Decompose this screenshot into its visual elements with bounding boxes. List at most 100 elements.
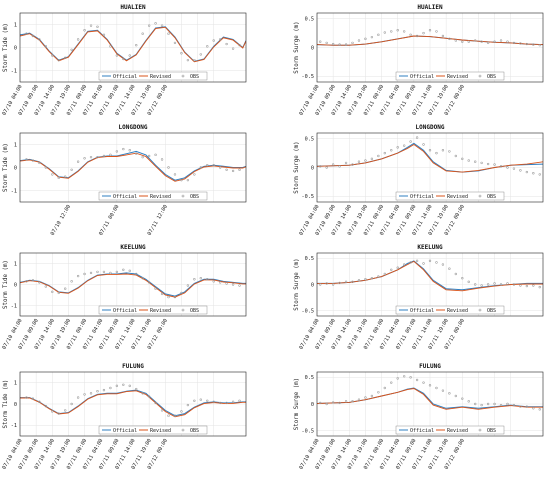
panel-7-series-obs-point: [89, 392, 93, 395]
panel-3-series-obs-point: [206, 164, 209, 167]
panel-8-series-obs-point: [474, 402, 477, 406]
panel-5-series-obs-point: [186, 284, 190, 287]
panel-3-series-obs-point: [57, 176, 60, 180]
panel-6-series-obs-point: [390, 268, 393, 271]
panel-6-series-obs-point: [351, 280, 354, 284]
panel-8-series-obs-point: [454, 394, 458, 398]
panel-2-series-obs-point: [402, 30, 406, 33]
panel-4-series-obs-point: [461, 157, 464, 161]
panel-8-series-obs: [319, 375, 541, 411]
panel-2-series-obs-point: [370, 35, 374, 39]
panel-8-series-obs-point: [383, 386, 386, 390]
panel-6-series-obs-point: [519, 284, 522, 287]
panel-2-legend-obs-swatch: [478, 74, 482, 78]
panel-2-ylabel: Storm Surge (m): [294, 21, 300, 73]
panel-7-series-obs-point: [25, 396, 28, 399]
panel-4-series-obs-point: [448, 150, 451, 153]
panel-4-series-obs-point: [357, 160, 361, 163]
panel-2-series-obs-point: [351, 41, 354, 45]
panel-2-series-obs-point: [331, 42, 335, 46]
panel-6-legend-box: [395, 305, 505, 315]
panel-5-series-obs-point: [96, 270, 99, 274]
panel-4-series-obs-point: [506, 166, 509, 169]
panel-5-series-obs-point: [154, 287, 157, 290]
panel-7-series-obs-point: [167, 414, 170, 417]
panel-3-series-obs: [25, 147, 241, 182]
panel-8-title: FULUNG: [419, 363, 441, 370]
panel-6-series-obs-point: [454, 272, 458, 276]
panel-8-series-obs-point: [396, 377, 399, 380]
panel-1-series-obs-point: [160, 24, 164, 27]
panel-1-ytick-label: 1: [14, 22, 17, 28]
panel-7-legend-label-obs: OBS: [190, 428, 199, 434]
panel-8-series-obs-point: [415, 378, 419, 382]
panel-8-ytick-label: 0: [311, 402, 314, 408]
panel-1-series-obs-point: [70, 48, 73, 51]
panel-3-series-obs-point: [63, 175, 67, 178]
panel-6-series-obs-point: [435, 261, 438, 264]
panel-4-series-obs: [319, 136, 541, 176]
panel-4-series-obs-point: [538, 173, 541, 176]
panel-5-series-obs-point: [206, 278, 209, 281]
panel-6-series-obs-point: [415, 259, 419, 263]
panel-6-legend-label-revised: Revised: [447, 308, 468, 314]
panel-8-series-obs-point: [506, 402, 509, 406]
panel-8-legend: Official Revised OBS: [395, 425, 505, 435]
panel-7-series-obs-point: [154, 401, 157, 405]
panel-1-series-obs-point: [173, 41, 177, 45]
panel-3-ytick-label: -1: [11, 188, 17, 194]
panel-8-legend-obs-swatch: [478, 428, 482, 432]
panel-5-series-obs-point: [44, 285, 48, 288]
panel-4-series-obs-point: [402, 144, 406, 147]
panel-1-series-obs-point: [225, 42, 228, 46]
panel-5-series-obs-point: [167, 295, 170, 299]
panel-6-series-obs-point: [409, 261, 412, 264]
panel-7-legend-label-official: Official: [113, 428, 137, 434]
panel-7-ytick-label: -1: [11, 423, 17, 429]
panel-6-series-obs-point: [377, 275, 380, 278]
panel-2-series-obs-point: [357, 39, 361, 42]
panel-8-series-revised-line: [317, 388, 543, 410]
panel-6-series-obs-point: [331, 283, 335, 286]
panel-1-series-obs-point: [89, 24, 93, 27]
panel-6-series-obs-point: [428, 259, 432, 263]
panel-4-series-obs-point: [331, 163, 335, 166]
panel-4-legend-obs-swatch: [478, 194, 482, 198]
panel-1-series-obs-point: [147, 24, 151, 27]
panel-7-series-obs-point: [135, 387, 138, 391]
panel-3-frame: [19, 132, 247, 203]
panel-4-series-obs-point: [370, 157, 374, 161]
panel-3-series-obs-point: [122, 147, 125, 151]
panel-5-series-obs-point: [193, 278, 196, 281]
panel-7-ylabel: Storm Tide (m): [3, 380, 9, 429]
panel-7-frame: [19, 371, 247, 437]
panel-8-series-obs-point: [493, 402, 496, 406]
panel-1-ylabel: Storm Tide (m): [3, 23, 9, 72]
panel-3-series-obs-point: [83, 157, 86, 160]
panel-5-series-obs-point: [147, 281, 151, 284]
panel-8-series-obs-point: [409, 376, 412, 379]
panel-1-series-obs-point: [115, 54, 119, 57]
panel-8-legend-label-official: Official: [410, 428, 434, 434]
panel-4-frame: [316, 132, 544, 203]
panel-5-series-obs: [25, 268, 241, 299]
panel-6-series-obs-point: [319, 283, 322, 286]
panel-7-series-obs-point: [141, 392, 144, 395]
panel-4-series-obs-point: [396, 146, 399, 149]
panel-4-series-obs-point: [351, 163, 354, 166]
panel-3-series-obs-point: [186, 178, 190, 182]
panel-2-series-obs-point: [415, 34, 419, 38]
panel-1-legend-label-official: Official: [113, 74, 137, 80]
panel-2-series-obs-point: [525, 42, 529, 46]
panel-4-series-obs-point: [383, 151, 386, 155]
panel-6-series-obs-point: [506, 282, 509, 285]
panel-3-series-obs-point: [212, 164, 215, 167]
panel-7-series-obs-point: [109, 386, 112, 390]
panel-3-series-obs-point: [141, 155, 144, 159]
